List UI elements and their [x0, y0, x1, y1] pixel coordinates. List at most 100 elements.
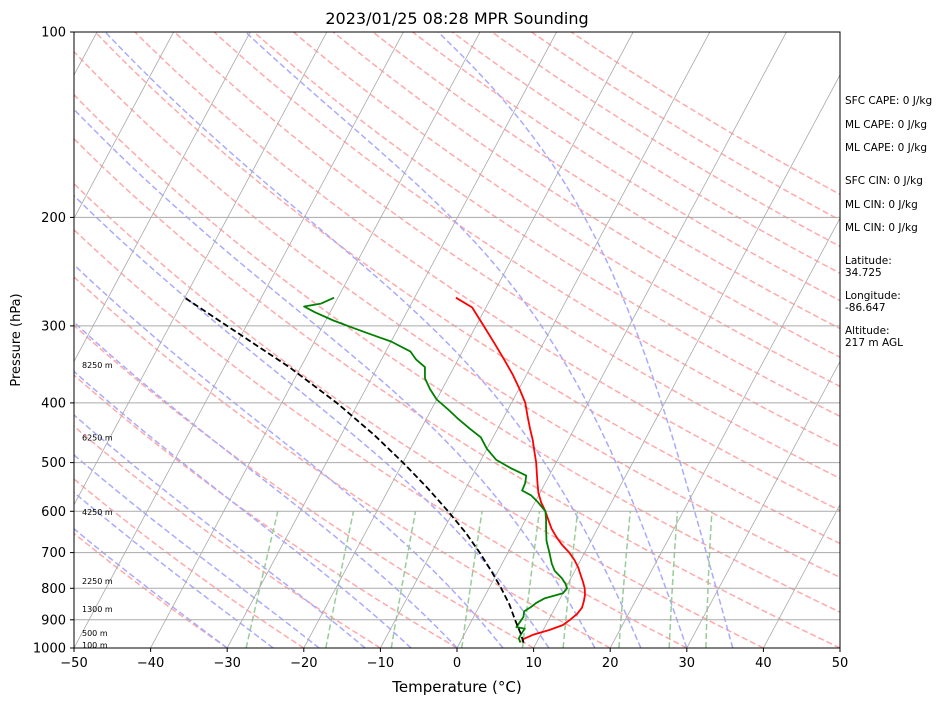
- annotation-text: SFC CAPE: 0 J/kg: [845, 95, 932, 107]
- annotation-text: Latitude:: [845, 255, 892, 267]
- x-axis-ticks: −50 −40 −30 −20 −10 0 10 20 30 40 50: [60, 648, 848, 671]
- moist-adiabat: [74, 108, 596, 648]
- mixing-ratio-line: [325, 511, 355, 648]
- dry-adiabat: [134, 32, 840, 512]
- y-tick-label: 900: [41, 613, 66, 628]
- x-tick-label: −20: [290, 656, 317, 671]
- dry-adiabat: [74, 532, 228, 648]
- dry-adiabat: [174, 32, 840, 480]
- dry-adiabat: [74, 137, 840, 648]
- y-tick-label: 400: [41, 396, 66, 411]
- mixing-ratio-line: [668, 511, 679, 648]
- annotation-text: ML CIN: 0 J/kg: [845, 199, 918, 211]
- y-axis-title: Pressure (hPa): [9, 293, 24, 386]
- annotation-text: ML CIN: 0 J/kg: [845, 222, 918, 234]
- parcel-profile: [184, 296, 525, 643]
- isotherm: [380, 32, 711, 648]
- isotherm: [533, 74, 840, 648]
- moist-adiabat: [244, 32, 688, 648]
- isotherm: [74, 32, 328, 506]
- height-label: 500 m: [82, 629, 108, 638]
- y-tick-label: 500: [41, 456, 66, 471]
- x-tick-label: −30: [213, 656, 240, 671]
- x-tick-label: −10: [367, 656, 394, 671]
- mixing-ratio-line: [245, 511, 279, 648]
- dry-adiabat: [74, 324, 534, 648]
- isotherm: [763, 503, 840, 648]
- annotation-text: ML CAPE: 0 J/kg: [845, 119, 927, 131]
- mixing-ratio-line: [521, 511, 541, 648]
- mixing-ratio-line: [618, 511, 632, 648]
- isotherm: [226, 32, 557, 648]
- x-tick-label: −50: [60, 656, 87, 671]
- annotation-text: SFC CIN: 0 J/kg: [845, 175, 923, 187]
- dry-adiabat: [74, 275, 611, 648]
- y-tick-label: 700: [41, 546, 66, 561]
- annotation-text: ML CAPE: 0 J/kg: [845, 142, 927, 154]
- x-tick-label: 0: [453, 656, 461, 671]
- y-tick-label: 100: [41, 26, 66, 41]
- dry-adiabat: [74, 374, 458, 648]
- sounding-profiles: [184, 296, 586, 643]
- annotation-text: -86.647: [845, 302, 886, 314]
- height-label: 100 m: [82, 641, 108, 650]
- moist-adiabat: [437, 32, 734, 648]
- mixing-ratio-line: [460, 511, 483, 648]
- dry-adiabat: [74, 93, 840, 613]
- x-axis-title: Temperature (°C): [391, 678, 521, 696]
- moist-adiabat: [74, 491, 274, 648]
- x-tick-label: 50: [832, 656, 849, 671]
- isotherm: [74, 32, 251, 363]
- moist-adiabat: [74, 321, 458, 648]
- dry-adiabat: [74, 425, 381, 648]
- isotherm: [150, 32, 481, 648]
- isotherm: [74, 32, 404, 648]
- dry-adiabat: [491, 32, 840, 248]
- annotation-text: Longitude:: [845, 290, 901, 302]
- x-tick-label: 40: [755, 656, 772, 671]
- moist-adiabat: [104, 32, 642, 648]
- mixing-ratio-line: [390, 511, 417, 648]
- isotherm: [303, 32, 634, 648]
- x-tick-label: −40: [137, 656, 164, 671]
- height-label: 2250 m: [82, 577, 113, 586]
- y-tick-label: 1000: [33, 642, 66, 657]
- x-tick-label: 20: [602, 656, 619, 671]
- dry-adiabat: [74, 182, 764, 648]
- side-annotations: SFC CAPE: 0 J/kg ML CAPE: 0 J/kg ML CAPE: …: [845, 95, 932, 349]
- dry-adiabat: [74, 228, 688, 648]
- y-tick-label: 800: [41, 582, 66, 597]
- dry-adiabat: [74, 50, 840, 579]
- moist-adiabat: [74, 527, 228, 648]
- annotation-text: 34.725: [845, 267, 882, 279]
- moist-adiabat: [74, 194, 550, 648]
- dewpoint-profile: [303, 296, 568, 643]
- moist-adiabat: [74, 263, 504, 648]
- height-label: 1300 m: [82, 605, 113, 614]
- moist-adiabat: [74, 370, 412, 648]
- height-labels: 100 m 500 m 1300 m 2250 m 4250 m 6250 m 8250 m: [82, 361, 113, 650]
- temperature-profile: [455, 296, 586, 643]
- annotation-text: 217 m AGL: [845, 337, 903, 349]
- annotation-text: Altitude:: [845, 325, 890, 337]
- y-tick-label: 200: [41, 211, 66, 226]
- dry-adiabat: [372, 32, 840, 330]
- isotherm: [686, 360, 840, 648]
- dry-adiabat: [332, 32, 840, 359]
- x-tick-label: 10: [525, 656, 542, 671]
- moist-adiabat: [74, 413, 366, 648]
- dry-adiabat: [451, 32, 840, 275]
- isotherm: [456, 32, 787, 648]
- y-tick-label: 300: [41, 319, 66, 334]
- y-tick-label: 600: [41, 505, 66, 520]
- mixing-ratio-line: [705, 511, 713, 648]
- dry-adiabat: [213, 32, 840, 448]
- height-label: 6250 m: [82, 433, 113, 442]
- dry-adiabat: [570, 32, 840, 196]
- dry-adiabat: [94, 32, 840, 545]
- isotherm: [74, 32, 174, 220]
- isotherm: [609, 217, 840, 648]
- height-label: 8250 m: [82, 361, 113, 370]
- background-lines: [74, 32, 840, 648]
